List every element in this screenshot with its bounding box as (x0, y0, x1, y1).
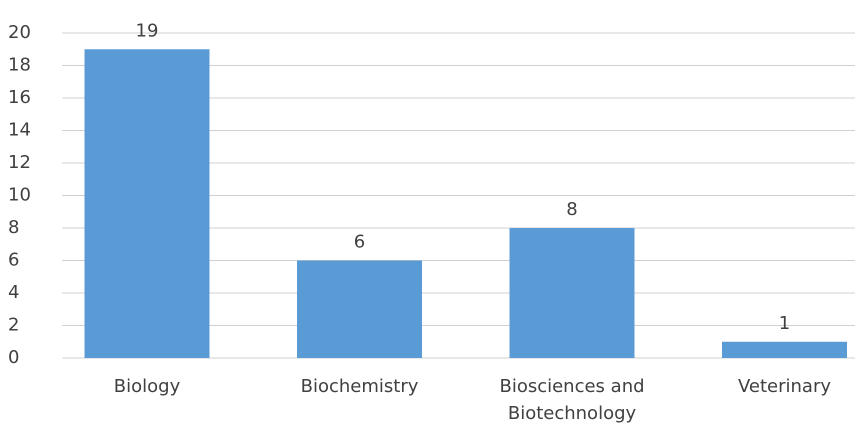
y-tick-label: 6 (8, 250, 19, 271)
y-tick-label: 10 (8, 185, 31, 206)
bar (509, 228, 635, 358)
x-tick-label: Biology (113, 376, 181, 397)
y-tick-label: 0 (8, 347, 19, 368)
y-tick-label: 16 (8, 87, 31, 108)
x-tick-label: Veterinary (737, 376, 831, 397)
x-tick-label: Biosciences and Biotechnology (499, 376, 645, 424)
y-tick-label: 8 (8, 217, 19, 238)
y-tick-label: 12 (8, 152, 31, 173)
y-tick-label: 20 (8, 22, 31, 43)
data-label: 6 (354, 232, 365, 253)
bar (722, 341, 847, 358)
data-label: 1 (779, 313, 790, 334)
data-label: 19 (136, 20, 159, 41)
y-tick-label: 4 (8, 282, 19, 303)
data-label: 8 (566, 199, 577, 220)
bar (84, 49, 210, 358)
bar (297, 260, 422, 358)
y-tick-label: 18 (8, 55, 31, 76)
y-tick-label: 14 (8, 120, 31, 141)
y-tick-label: 2 (8, 315, 19, 336)
x-tick-label: Biochemistry (300, 376, 419, 397)
